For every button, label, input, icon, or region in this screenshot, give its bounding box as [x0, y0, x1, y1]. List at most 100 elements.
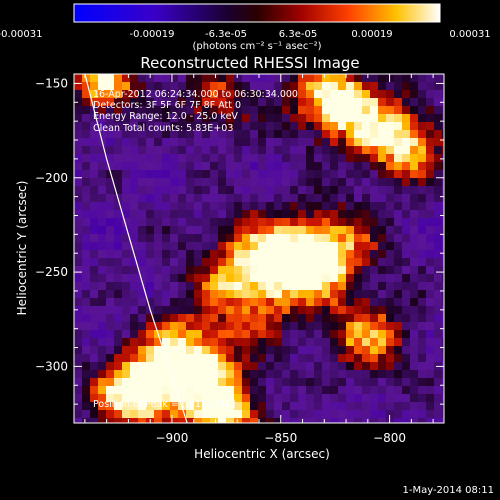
colorbar-unit-label: (photons cm⁻² s⁻¹ asec⁻²)	[192, 41, 321, 52]
heatmap-cell	[338, 282, 347, 291]
heatmap-cell	[434, 218, 443, 227]
heatmap-cell	[234, 410, 243, 419]
heatmap-cell	[146, 258, 155, 267]
heatmap-cell	[154, 250, 163, 259]
heatmap-cell	[434, 386, 443, 395]
heatmap-cell	[410, 378, 419, 387]
heatmap-cell	[442, 122, 444, 131]
heatmap-cell	[290, 210, 299, 219]
heatmap-cell	[146, 394, 155, 403]
heatmap-cell	[258, 282, 267, 291]
heatmap-cell	[122, 378, 131, 387]
heatmap-cell	[362, 146, 371, 155]
heatmap-cell	[146, 298, 155, 307]
heatmap-cell	[266, 402, 275, 411]
heatmap-cell	[90, 170, 99, 179]
heatmap-cell	[186, 162, 195, 171]
heatmap-cell	[74, 90, 83, 99]
heatmap-cell	[130, 202, 139, 211]
heatmap-cell	[74, 106, 83, 115]
heatmap-cell	[130, 146, 139, 155]
heatmap-cell	[282, 346, 291, 355]
heatmap-cell	[370, 178, 379, 187]
heatmap-cell	[394, 290, 403, 299]
heatmap-cell	[250, 338, 259, 347]
heatmap-cell	[154, 386, 163, 395]
heatmap-cell	[386, 250, 395, 259]
heatmap-cell	[202, 314, 211, 323]
heatmap-cell	[362, 82, 371, 91]
heatmap-cell	[434, 162, 443, 171]
heatmap-cell	[226, 290, 235, 299]
heatmap-cell	[90, 242, 99, 251]
heatmap-cell	[218, 218, 227, 227]
heatmap-cell	[338, 210, 347, 219]
heatmap-cell	[394, 322, 403, 331]
heatmap-cell	[322, 82, 331, 91]
heatmap-cell	[194, 242, 203, 251]
heatmap-cell	[338, 330, 347, 339]
heatmap-cell	[394, 298, 403, 307]
heatmap-cell	[106, 386, 115, 395]
heatmap-cell	[386, 274, 395, 283]
heatmap-cell	[362, 250, 371, 259]
colorbar-tick: -6.3e-05	[205, 29, 247, 40]
heatmap-cell	[434, 402, 443, 411]
heatmap-cell	[234, 330, 243, 339]
heatmap-cell	[122, 138, 131, 147]
heatmap-cell	[114, 346, 123, 355]
heatmap-cell	[274, 314, 283, 323]
heatmap-cell	[90, 386, 99, 395]
heatmap-cell	[146, 218, 155, 227]
heatmap-cell	[202, 306, 211, 315]
heatmap-cell	[338, 178, 347, 187]
heatmap-cell	[434, 266, 443, 275]
heatmap-cell	[346, 234, 355, 243]
heatmap-cell	[138, 314, 147, 323]
heatmap-cell	[378, 186, 387, 195]
heatmap-cell	[242, 210, 251, 219]
heatmap-cell	[434, 410, 443, 419]
heatmap-cell	[210, 338, 219, 347]
heatmap-cell	[442, 290, 444, 299]
heatmap-cell	[186, 82, 195, 91]
heatmap-cell	[106, 402, 115, 411]
heatmap-cell	[98, 354, 107, 363]
heatmap-cell	[234, 362, 243, 371]
heatmap-cell	[178, 394, 187, 403]
heatmap-cell	[346, 370, 355, 379]
heatmap-cell	[354, 290, 363, 299]
heatmap-cell	[250, 362, 259, 371]
heatmap-cell	[258, 418, 267, 423]
heatmap-cell	[306, 146, 315, 155]
heatmap-cell	[178, 210, 187, 219]
heatmap-cell	[338, 130, 347, 139]
heatmap-cell	[74, 330, 83, 339]
heatmap-cell	[410, 194, 419, 203]
heatmap-cell	[378, 146, 387, 155]
heatmap-cell	[322, 210, 331, 219]
heatmap-cell	[74, 338, 83, 347]
heatmap-cell	[90, 346, 99, 355]
heatmap-cell	[338, 90, 347, 99]
heatmap-cell	[186, 130, 195, 139]
heatmap-cell	[250, 130, 259, 139]
heatmap-cell	[90, 314, 99, 323]
heatmap-cell	[386, 314, 395, 323]
heatmap-cell	[242, 370, 251, 379]
heatmap-cell	[154, 154, 163, 163]
heatmap-cell	[314, 106, 323, 115]
heatmap-cell	[378, 274, 387, 283]
heatmap-cell	[154, 138, 163, 147]
heatmap-cell	[330, 306, 339, 315]
heatmap-cell	[354, 154, 363, 163]
heatmap-cell	[114, 378, 123, 387]
heatmap-cell	[170, 242, 179, 251]
heatmap-cell	[314, 386, 323, 395]
heatmap-cell	[186, 194, 195, 203]
heatmap-cell	[386, 146, 395, 155]
heatmap-cell	[322, 138, 331, 147]
heatmap-cell	[130, 346, 139, 355]
heatmap-cell	[154, 122, 163, 131]
heatmap-cell	[74, 82, 83, 91]
